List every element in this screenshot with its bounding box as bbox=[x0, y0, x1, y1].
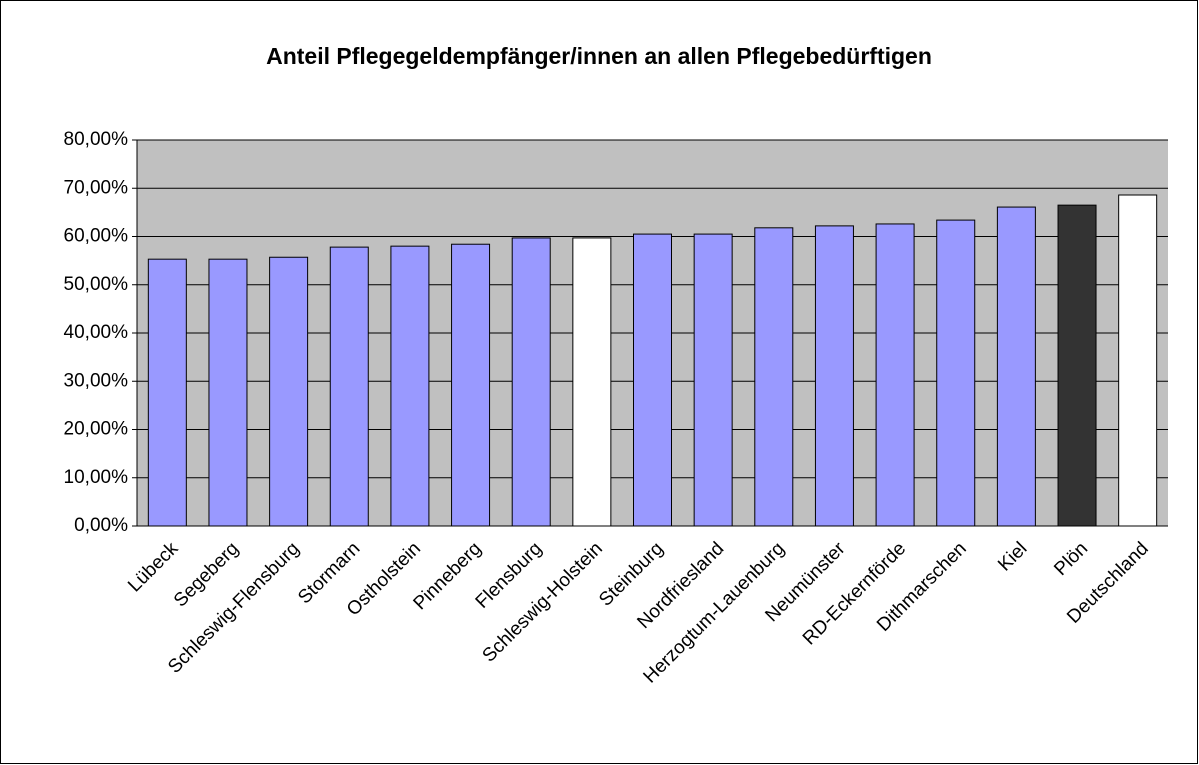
y-tick-label: 60,00% bbox=[64, 226, 129, 247]
bar bbox=[814, 225, 854, 527]
bar bbox=[996, 206, 1036, 527]
bar bbox=[390, 245, 430, 527]
bar bbox=[936, 219, 976, 527]
y-tick-label: 40,00% bbox=[64, 322, 129, 343]
y-tick-label: 30,00% bbox=[64, 370, 129, 391]
bar bbox=[1057, 204, 1097, 527]
bar bbox=[269, 256, 309, 527]
bar bbox=[875, 223, 915, 527]
bar bbox=[1118, 194, 1158, 527]
bar bbox=[451, 243, 491, 527]
bar bbox=[511, 237, 551, 527]
bar bbox=[329, 246, 369, 527]
bar bbox=[572, 237, 612, 527]
y-tick-label: 20,00% bbox=[64, 419, 129, 440]
bar bbox=[754, 227, 794, 527]
y-tick-label: 10,00% bbox=[64, 467, 129, 488]
bar bbox=[147, 258, 187, 527]
y-tick-label: 80,00% bbox=[64, 129, 129, 150]
bar bbox=[693, 233, 733, 527]
bar bbox=[633, 233, 672, 527]
bar bbox=[208, 258, 248, 527]
y-tick-label: 0,00% bbox=[74, 515, 128, 536]
y-tick-label: 70,00% bbox=[64, 177, 129, 198]
chart-title: Anteil Pflegegeldempfänger/innen an alle… bbox=[266, 43, 932, 69]
y-tick-label: 50,00% bbox=[64, 274, 129, 295]
